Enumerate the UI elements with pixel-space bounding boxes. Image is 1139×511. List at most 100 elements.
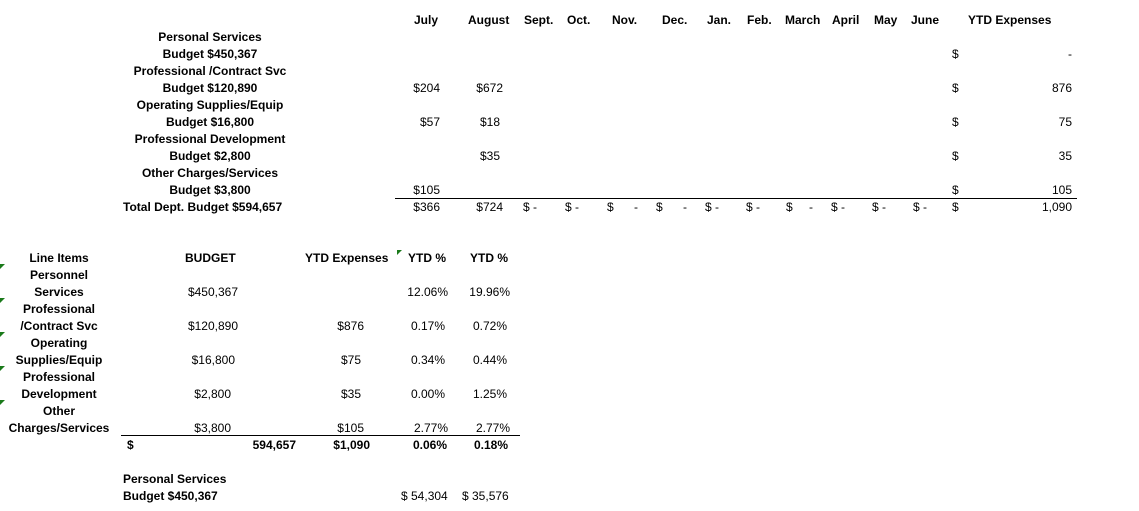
ytd-pct-value: 1.25% xyxy=(472,387,507,401)
july-value: $204 xyxy=(413,81,440,95)
total-month-empty: $ xyxy=(607,200,614,214)
header-ytd-expenses: YTD Expenses xyxy=(968,13,1052,27)
category-budget: Budget $3,800 xyxy=(169,183,251,197)
ytd-pct-value: 12.06% xyxy=(407,285,448,299)
ytd-dollar-sign: $ xyxy=(952,183,959,197)
header-june: June xyxy=(911,13,940,27)
ytd-pct-value: 19.96% xyxy=(469,285,510,299)
total-month-empty: $ - xyxy=(872,200,887,214)
total-ytd-value: 1,090 xyxy=(1041,200,1072,214)
total-month-empty: $ - xyxy=(705,200,720,214)
footer-value: $ 35,576 xyxy=(462,489,509,503)
total-dollar-sign: $ xyxy=(127,438,134,452)
ytd-dollar-sign: $ xyxy=(952,115,959,129)
comment-indicator xyxy=(397,250,402,255)
ytd-pct-value: 0.17% xyxy=(410,319,445,333)
budget-value: $16,800 xyxy=(191,353,235,367)
header-jan: Jan. xyxy=(707,13,732,27)
ytd-expense-value: $35 xyxy=(340,387,361,401)
comment-indicator xyxy=(0,298,5,303)
header-sept: Sept. xyxy=(524,13,554,27)
line-item-name: /Contract Svc xyxy=(20,319,98,333)
header-march: March xyxy=(785,13,821,27)
ytd-value: 876 xyxy=(1051,81,1072,95)
ytd-pct-value: 2.77% xyxy=(413,421,448,435)
total-ytd-expenses: $1,090 xyxy=(333,438,370,452)
header-may: May xyxy=(874,13,898,27)
line-item-name: Professional xyxy=(22,370,96,384)
line-item-name: Development xyxy=(21,387,97,401)
header-budget: BUDGET xyxy=(185,251,236,265)
header-july: July xyxy=(414,13,439,27)
line-item-name: Services xyxy=(34,285,84,299)
total-month-empty: $ - xyxy=(746,200,761,214)
header-ytd-expenses: YTD Expenses xyxy=(305,251,389,265)
total-month-empty: $ - xyxy=(523,200,538,214)
header-ytd-pct: YTD % xyxy=(408,251,447,265)
total-month-empty: - xyxy=(683,200,687,214)
total-month-empty: $ - xyxy=(831,200,846,214)
footer-category-name: Personal Services xyxy=(123,472,227,486)
ytd-value: 75 xyxy=(1058,115,1072,129)
ytd-pct-value: 0.00% xyxy=(410,387,445,401)
category-name: Other Charges/Services xyxy=(141,166,279,180)
category-name: Operating Supplies/Equip xyxy=(136,98,284,112)
ytd-expense-value: $105 xyxy=(337,421,364,435)
line-item-name: Operating xyxy=(30,336,88,350)
line-item-name: Other xyxy=(42,404,75,418)
july-value: $57 xyxy=(419,115,440,129)
total-label: Total Dept. Budget $594,657 xyxy=(123,200,283,214)
ytd-dollar-sign: $ xyxy=(952,149,959,163)
total-month-empty: $ xyxy=(656,200,663,214)
ytd-value: 105 xyxy=(1051,183,1072,197)
ytd-pct-value: 2.77% xyxy=(475,421,510,435)
comment-indicator xyxy=(0,332,5,337)
total-budget: 594,657 xyxy=(252,438,296,452)
total-rule xyxy=(121,435,520,436)
ytd-dollar-sign: $ xyxy=(952,81,959,95)
july-value: $105 xyxy=(413,183,440,197)
comment-indicator xyxy=(0,264,5,269)
ytd-expense-value: $876 xyxy=(337,319,364,333)
category-budget: Budget $450,367 xyxy=(162,47,258,61)
ytd-value: - xyxy=(1068,47,1072,61)
total-july: $366 xyxy=(413,200,440,214)
total-month-empty: $ - xyxy=(913,200,928,214)
august-value: $35 xyxy=(479,149,500,163)
total-ytd-pct: 0.18% xyxy=(473,438,508,452)
ytd-expense-value: $75 xyxy=(340,353,361,367)
comment-indicator xyxy=(0,366,5,371)
header-april: April xyxy=(832,13,860,27)
header-nov: Nov. xyxy=(612,13,638,27)
header-feb: Feb. xyxy=(747,13,772,27)
category-budget: Budget $16,800 xyxy=(165,115,255,129)
budget-value: $120,890 xyxy=(187,319,238,333)
total-month-empty: $ - xyxy=(565,200,580,214)
budget-value: $3,800 xyxy=(194,421,231,435)
total-august: $724 xyxy=(476,200,503,214)
category-name: Professional /Contract Svc xyxy=(133,64,287,78)
total-rule xyxy=(395,198,1077,199)
header-dec: Dec. xyxy=(662,13,688,27)
footer-category-budget: Budget $450,367 xyxy=(123,489,218,503)
line-item-name: Supplies/Equip xyxy=(15,353,103,367)
budget-value: $450,367 xyxy=(187,285,238,299)
ytd-pct-value: 0.44% xyxy=(472,353,507,367)
category-budget: Budget $120,890 xyxy=(162,81,258,95)
header-oct: Oct. xyxy=(567,13,591,27)
august-value: $672 xyxy=(476,81,503,95)
ytd-pct-value: 0.72% xyxy=(472,319,507,333)
budget-value: $2,800 xyxy=(194,387,231,401)
total-ytd-dollar-sign: $ xyxy=(952,200,959,214)
ytd-dollar-sign: $ xyxy=(952,47,959,61)
august-value: $18 xyxy=(479,115,500,129)
line-item-name: Charges/Services xyxy=(8,421,110,435)
line-item-name: Professional xyxy=(22,302,96,316)
category-name: Professional Development xyxy=(134,132,286,146)
header-line-items: Line Items xyxy=(29,251,89,265)
comment-indicator xyxy=(0,400,5,405)
category-budget: Budget $2,800 xyxy=(169,149,251,163)
total-month-empty: $ xyxy=(786,200,793,214)
header-august: August xyxy=(468,13,510,27)
line-item-name: Personnel xyxy=(29,268,89,282)
